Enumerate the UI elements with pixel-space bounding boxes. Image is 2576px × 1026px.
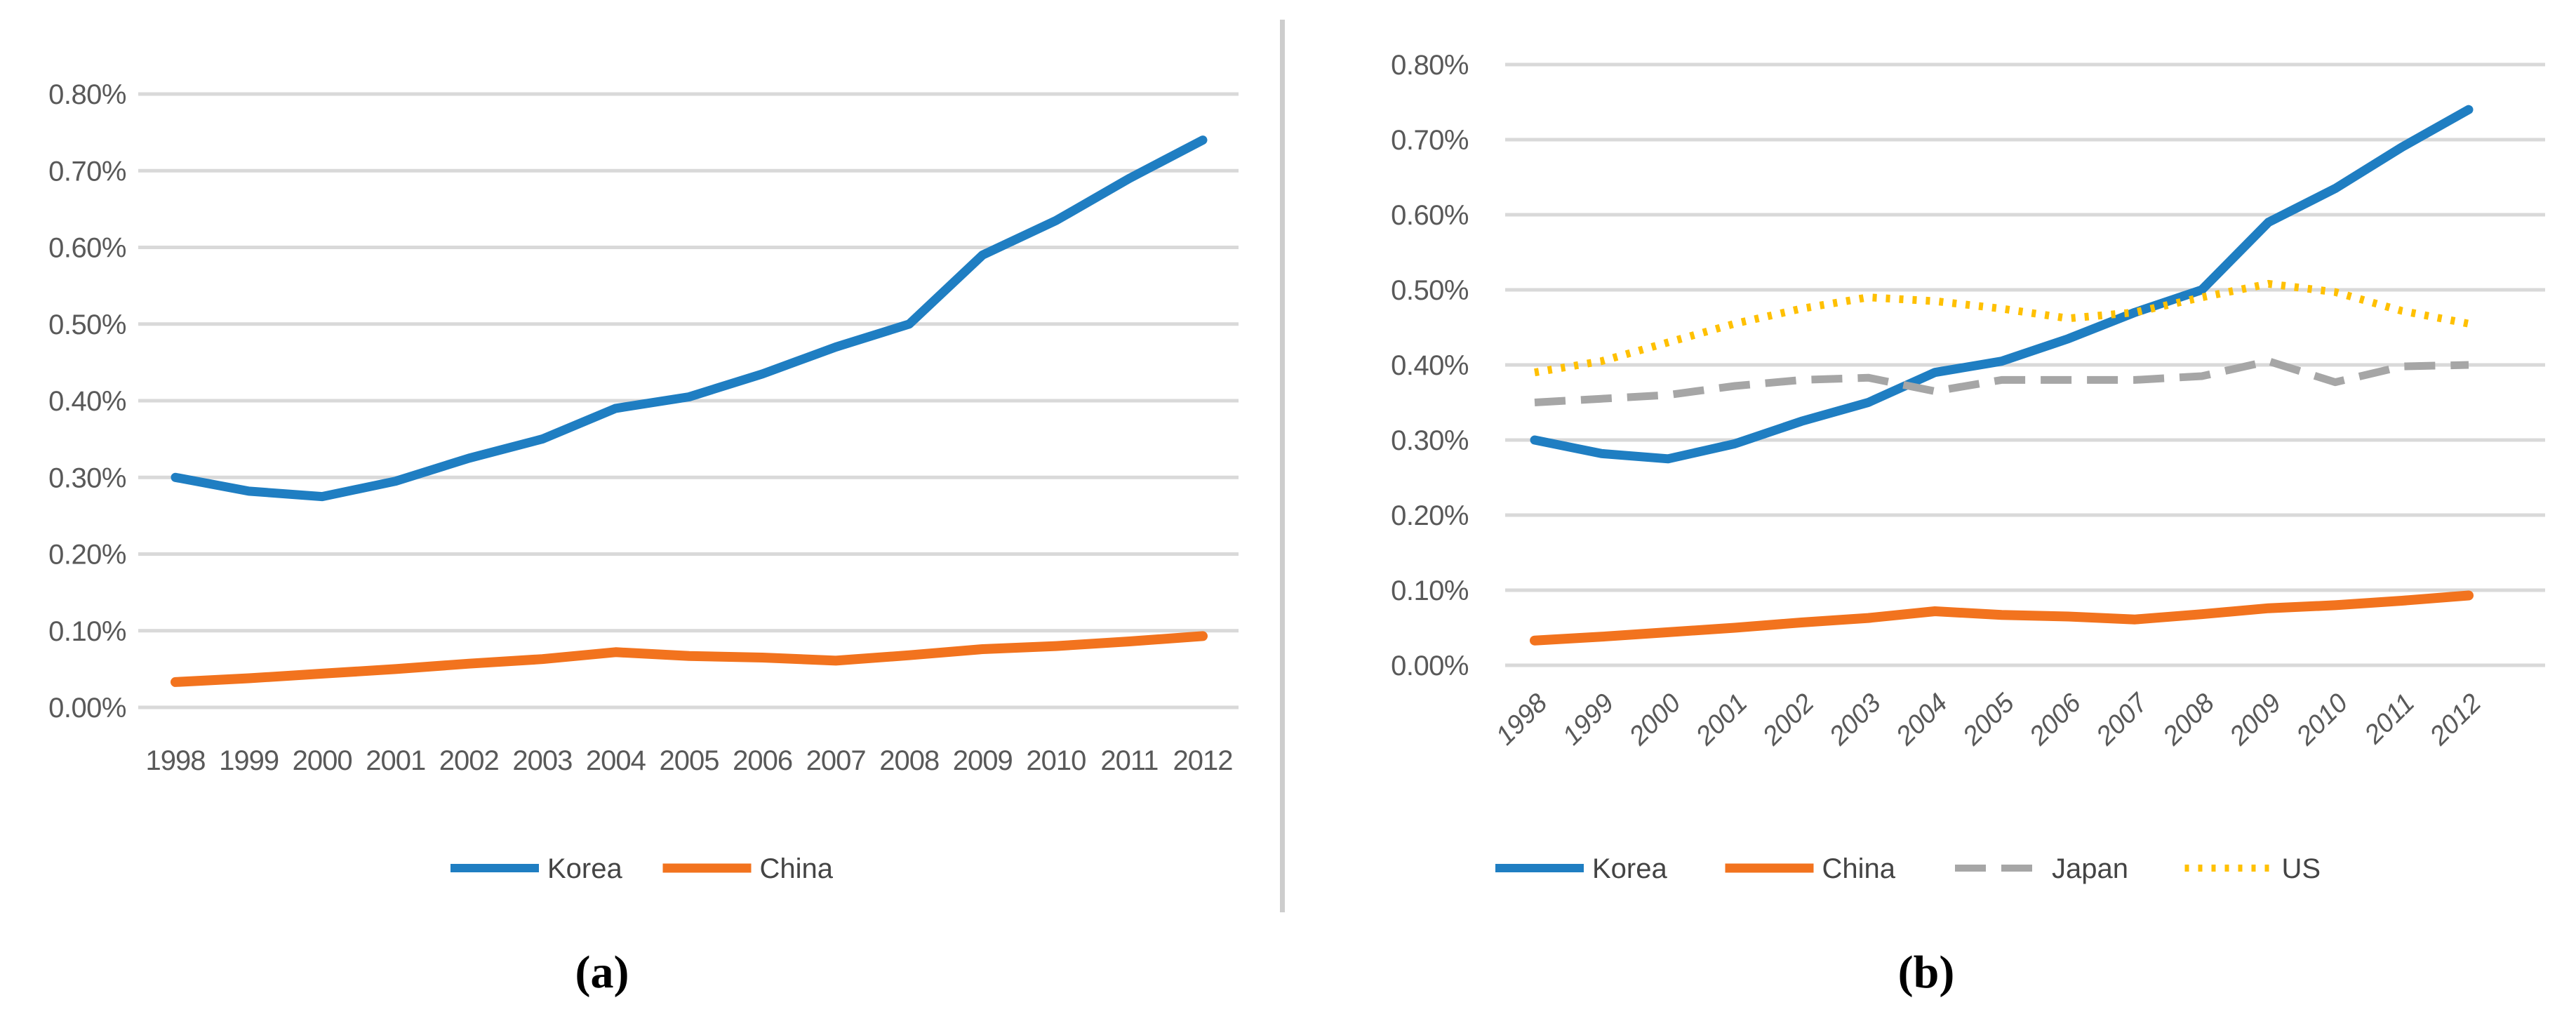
x-tick-label: 2008	[2157, 688, 2220, 752]
x-tick-label: 2002	[1756, 688, 1820, 752]
x-tick-label: 2001	[1690, 688, 1753, 752]
legend-label-us: US	[2282, 853, 2321, 884]
x-tick-label: 2005	[1957, 688, 2021, 752]
x-tick-label: 2009	[2224, 688, 2287, 752]
y-tick-label: 0.40%	[48, 386, 126, 417]
legend-label-korea: Korea	[1592, 853, 1667, 884]
y-tick-label: 0.20%	[48, 540, 126, 571]
y-tick-label: 0.20%	[1391, 500, 1469, 531]
x-tick-label: 2006	[733, 745, 792, 776]
y-tick-label: 0.10%	[48, 616, 126, 647]
x-tick-label: 2007	[2090, 687, 2155, 752]
x-tick-label: 2002	[439, 745, 499, 776]
x-tick-label: 2011	[1100, 745, 1158, 776]
x-tick-label: 2010	[2290, 688, 2354, 752]
y-tick-label: 0.40%	[1391, 350, 1469, 381]
x-tick-label: 2007	[806, 745, 866, 776]
y-tick-label: 0.30%	[1391, 425, 1469, 456]
x-tick-label: 2003	[1824, 688, 1887, 752]
x-tick-label: 2006	[2024, 688, 2088, 752]
y-tick-label: 0.70%	[48, 156, 126, 187]
x-tick-label: 2000	[293, 745, 352, 776]
panel-divider	[1280, 20, 1285, 912]
y-tick-label: 0.50%	[48, 309, 126, 340]
x-tick-label: 1999	[1557, 688, 1620, 751]
x-tick-label: 2009	[953, 745, 1013, 776]
series-line-china	[1530, 590, 2474, 646]
y-tick-label: 0.80%	[48, 79, 126, 110]
legend-label-japan: Japan	[2052, 853, 2128, 884]
series-line-china	[171, 631, 1208, 687]
x-tick-label: 2012	[1173, 745, 1233, 776]
x-tick-label: 2000	[1623, 688, 1686, 752]
x-tick-label: 2011	[2358, 688, 2420, 750]
series-line-korea	[1530, 105, 2474, 464]
x-tick-label: 2012	[2424, 688, 2487, 752]
x-tick-label: 2004	[586, 745, 646, 776]
legend-label-china: China	[1822, 853, 1896, 884]
y-tick-label: 0.80%	[1391, 50, 1469, 81]
caption-b: (b)	[1897, 947, 1955, 998]
x-tick-label: 1998	[146, 745, 206, 776]
y-tick-label: 0.60%	[1391, 200, 1469, 231]
y-tick-label: 0.00%	[1391, 651, 1469, 681]
y-tick-label: 0.00%	[48, 693, 126, 724]
x-tick-label: 1999	[219, 745, 279, 776]
series-line-us	[1534, 279, 2470, 377]
y-tick-label: 0.50%	[1391, 275, 1469, 306]
x-tick-label: 2008	[879, 745, 939, 776]
x-tick-label: 2001	[366, 745, 425, 776]
x-tick-label: 2003	[512, 745, 572, 776]
y-tick-label: 0.10%	[1391, 575, 1469, 606]
x-tick-label: 2004	[1890, 688, 1954, 752]
legend-label-china: China	[760, 853, 834, 884]
legend-label-korea: Korea	[547, 853, 622, 884]
x-tick-label: 2010	[1026, 745, 1086, 776]
x-tick-label: 2005	[660, 745, 719, 776]
caption-a: (a)	[575, 947, 629, 998]
x-tick-label: 1998	[1490, 688, 1553, 751]
y-tick-label: 0.30%	[48, 462, 126, 493]
y-tick-label: 0.60%	[48, 233, 126, 264]
series-line-japan	[1534, 357, 2469, 406]
y-tick-label: 0.70%	[1391, 125, 1469, 156]
series-line-korea	[171, 135, 1208, 502]
